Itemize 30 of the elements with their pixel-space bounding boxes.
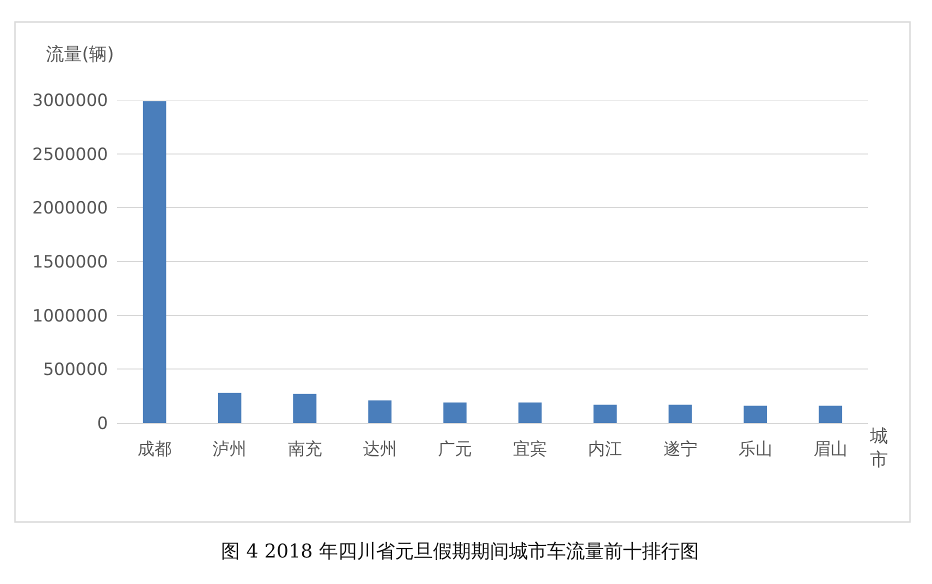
y-axis-title: 流量(辆) — [46, 44, 114, 65]
y-tick-label: 3000000 — [32, 90, 108, 111]
bar — [668, 404, 692, 423]
x-tick-label: 南充 — [288, 439, 322, 460]
bar — [142, 101, 166, 423]
x-tick-label: 成都 — [138, 439, 172, 460]
x-tick-label: 达州 — [362, 439, 397, 460]
x-axis-title: 城市 — [869, 426, 888, 470]
bar — [744, 406, 767, 423]
y-tick-label: 2500000 — [32, 144, 108, 165]
bar — [594, 404, 617, 423]
bar — [368, 400, 392, 423]
y-tick-label: 0 — [97, 414, 108, 434]
bar — [443, 402, 467, 423]
y-tick-label: 1500000 — [32, 252, 108, 272]
text: 图 4 2018 年四川省元旦假期期间城市车流量前十排行图 — [221, 540, 699, 563]
y-tick-label: 1000000 — [32, 306, 108, 326]
x-tick-label: 遂宁 — [663, 439, 698, 460]
x-tick-label: 乐山 — [738, 439, 772, 460]
x-tick-label: 内江 — [588, 439, 622, 460]
y-tick-label: 2000000 — [32, 198, 108, 219]
bar — [293, 394, 316, 423]
bar — [818, 406, 842, 423]
x-tick-label: 广元 — [438, 439, 472, 460]
x-tick-label: 宜宾 — [513, 439, 548, 460]
x-tick-label: 泸州 — [212, 439, 247, 460]
bar — [218, 392, 242, 423]
y-tick-label: 500000 — [43, 360, 108, 380]
bar — [518, 402, 542, 423]
x-tick-label: 眉山 — [813, 439, 848, 460]
